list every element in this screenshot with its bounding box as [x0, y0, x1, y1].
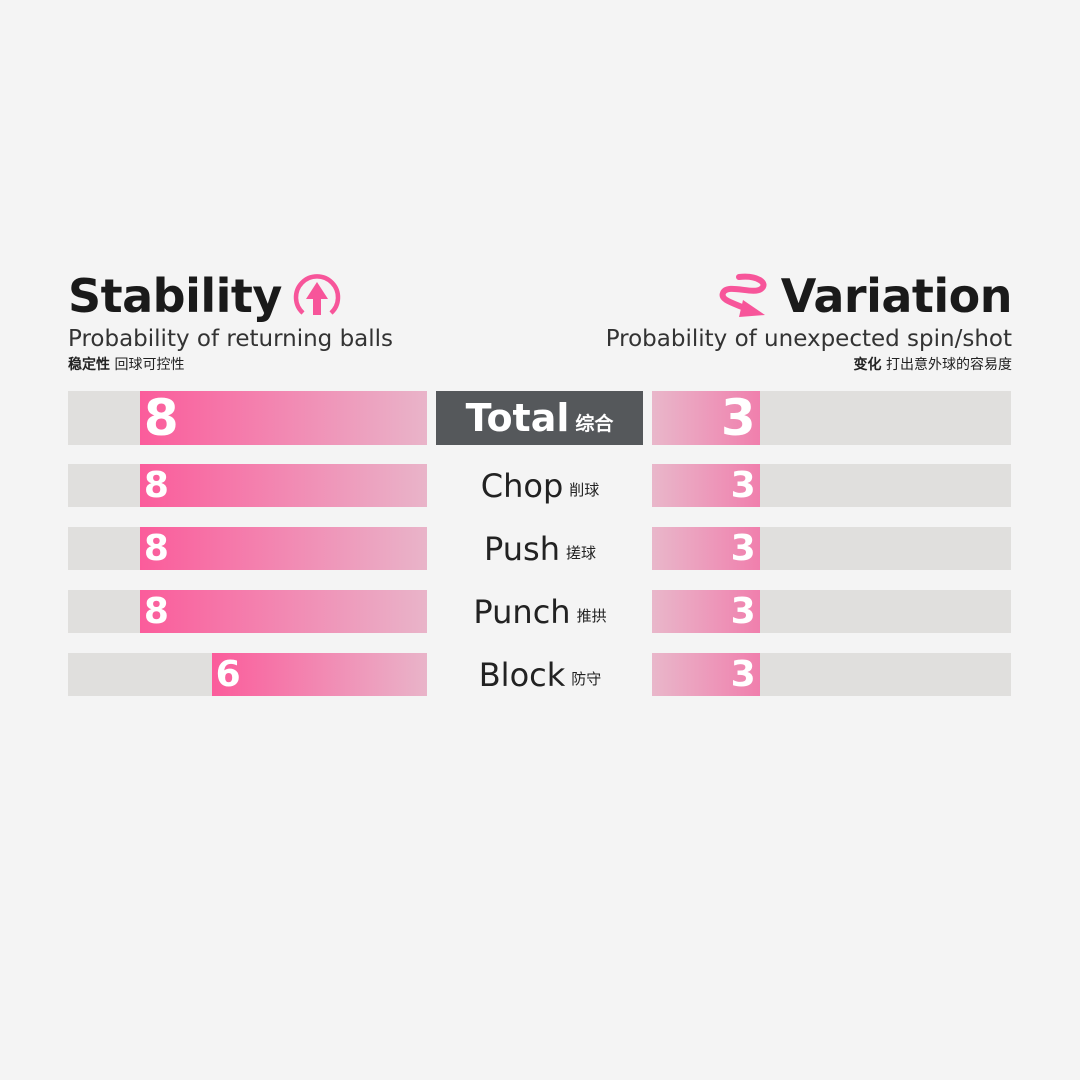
variation-subtitle: Probability of unexpected spin/shot — [605, 326, 1012, 352]
category-cn-name: 防守 — [571, 670, 602, 688]
stability-track: 8 — [68, 590, 427, 633]
category-cn-name: 综合 — [575, 412, 614, 435]
category-label: Push 搓球 — [437, 527, 643, 570]
stability-cn-title: 稳定性 — [68, 357, 110, 373]
variation-cn-desc: 打出意外球的容易度 — [886, 357, 1012, 373]
stability-value-label: 8 — [143, 528, 169, 569]
stability-subtitle: Probability of returning balls — [68, 326, 394, 352]
stability-track: 6 — [68, 653, 427, 696]
variation-bar: 3 — [652, 389, 760, 447]
variation-bar: 3 — [652, 653, 760, 696]
stability-bar: 8 — [139, 590, 427, 633]
stability-bar: 8 — [139, 389, 427, 447]
stability-bar: 8 — [139, 464, 427, 507]
variation-track: 3 — [652, 464, 1011, 507]
category-cn-name: 削球 — [569, 481, 600, 499]
category-cn-name: 搓球 — [565, 544, 596, 562]
chart-row-punch: 8 3 Punch 推拱 — [68, 590, 1012, 633]
variation-bar: 3 — [652, 527, 760, 570]
stability-bar: 8 — [139, 527, 427, 570]
category-name: Block — [478, 655, 566, 694]
category-cn-name: 推拱 — [576, 607, 607, 625]
variation-header: Variation Probability of unexpected spin… — [605, 268, 1013, 376]
swirl-arrow-icon — [719, 273, 767, 317]
chart-row-total: 8 3 Total 综合 — [68, 389, 1012, 447]
stability-track: 8 — [68, 527, 427, 570]
stability-cn-desc: 回球可控性 — [114, 357, 185, 373]
variation-value-label: 3 — [730, 654, 756, 695]
stability-track: 8 — [68, 389, 427, 447]
chart-row-chop: 8 3 Chop 削球 — [68, 464, 1012, 507]
stability-value-label: 8 — [143, 591, 169, 632]
stability-value-label: 8 — [143, 389, 179, 447]
stability-header: Stability Probability of returning balls… — [68, 268, 393, 376]
chart-row-block: 6 3 Block 防守 — [68, 653, 1012, 696]
circle-up-arrow-icon — [293, 274, 341, 315]
variation-track: 3 — [652, 590, 1011, 633]
category-label: Total 综合 — [436, 391, 643, 445]
stability-bar: 6 — [211, 653, 427, 696]
category-label: Block 防守 — [437, 653, 643, 696]
stability-title: Stability — [68, 269, 282, 323]
variation-value-label: 3 — [720, 389, 756, 447]
variation-value-label: 3 — [730, 465, 756, 506]
category-label: Chop 削球 — [437, 464, 643, 507]
category-name: Total — [465, 396, 570, 440]
category-name: Punch — [473, 592, 571, 631]
variation-track: 3 — [652, 389, 1011, 447]
variation-title: Variation — [780, 269, 1013, 323]
variation-value-label: 3 — [730, 591, 756, 632]
chart-row-push: 8 3 Push 搓球 — [68, 527, 1012, 570]
stability-value-label: 8 — [143, 465, 169, 506]
variation-track: 3 — [652, 653, 1011, 696]
variation-track: 3 — [652, 527, 1011, 570]
variation-bar: 3 — [652, 590, 760, 633]
category-name: Push — [484, 529, 560, 568]
stability-track: 8 — [68, 464, 427, 507]
category-name: Chop — [480, 466, 564, 505]
category-label: Punch 推拱 — [437, 590, 643, 633]
variation-cn-title: 变化 — [853, 357, 882, 373]
variation-bar: 3 — [652, 464, 760, 507]
stability-value-label: 6 — [215, 654, 241, 695]
variation-value-label: 3 — [730, 528, 756, 569]
